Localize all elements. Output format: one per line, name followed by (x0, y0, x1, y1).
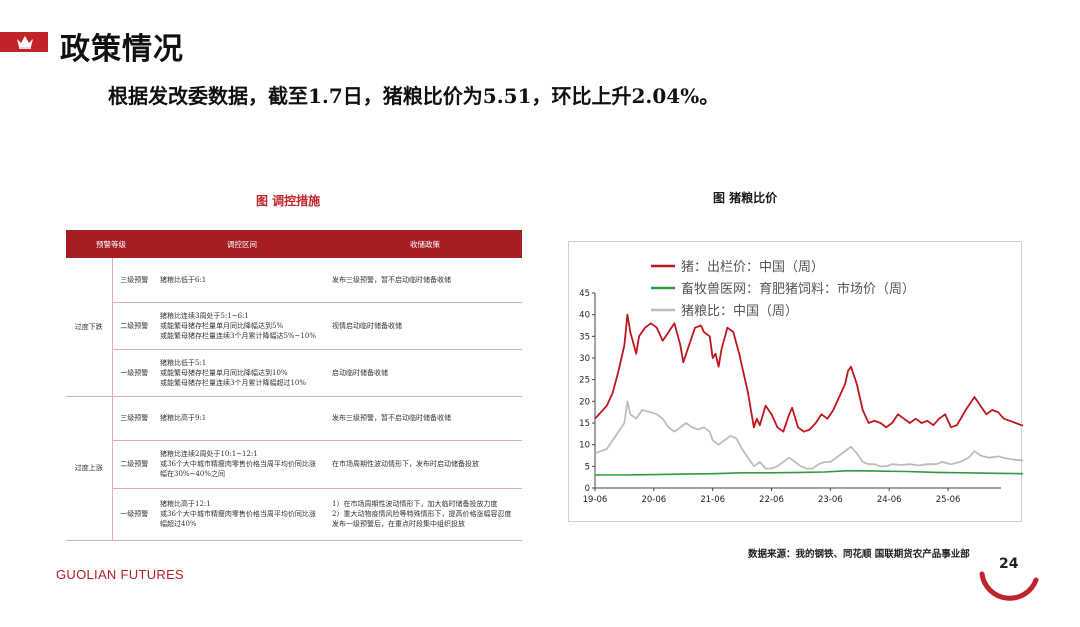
y-tick-label: 45 (579, 289, 590, 299)
table-row: 一级预警 猪粮比低于5:1 或能繁母猪存栏量单月同比降幅达到10% 或能繁母猪存栏量连… (66, 349, 522, 397)
level-cell: 三级预警 (112, 258, 156, 303)
company-logo: GUOLIAN FUTURES (56, 567, 185, 582)
range-cell: 猪粮比高于9:1 (156, 396, 328, 441)
series-line-2 (594, 400, 1023, 470)
header-level: 预警等级 (66, 230, 156, 258)
policy-cell: 发布三级预警，暂不启动临时储备收储 (328, 396, 522, 441)
table-body: 过度下跌 三级预警 猪粮比低于6:1 发布三级预警，暂不启动临时储备收储 二级预警 猪粮比… (66, 258, 522, 541)
y-tick-label: 15 (579, 419, 590, 429)
table-figure-title: 图 调控措施 (256, 194, 321, 208)
crown-icon (17, 36, 33, 49)
policy-cell: 启动临时储备收储 (328, 349, 522, 397)
x-tick-label: 22-06 (759, 495, 784, 505)
x-tick-label: 19-06 (583, 495, 608, 505)
table-row: 过度下跌 三级预警 猪粮比低于6:1 发布三级预警，暂不启动临时储备收储 (66, 258, 522, 397)
data-source: 数据来源：我的钢铁、同花顺 国联期货农产品事业部 (748, 549, 970, 560)
direction-cell: 过度下跌 (66, 258, 113, 397)
level-cell: 二级预警 (112, 440, 156, 489)
level-cell: 一级预警 (112, 488, 156, 541)
header-range: 调控区间 (156, 230, 328, 258)
header-badge (0, 32, 48, 52)
chart-svg: 0 5 10 15 20 25 30 35 40 45 19-06 20-06 21-06 22-06 23… (579, 260, 1023, 505)
page-number: 24 (999, 556, 1019, 572)
series-line-1 (595, 469, 1023, 476)
y-tick-label: 10 (579, 441, 590, 451)
range-cell: 猪粮比连续2周处于10:1~12:1 或36个大中城市精瘦肉零售价格当周平均价同比… (156, 440, 328, 489)
y-tick-label: 30 (579, 354, 590, 364)
range-cell: 猪粮比高于12:1 或36个大中城市精瘦肉零售价格当周平均价同比涨 幅超过40% (156, 488, 328, 541)
table-row: 过度上涨 三级预警 猪粮比高于9:1 发布三级预警，暂不启动临时储备收储 (66, 396, 522, 541)
table-row: 二级预警 猪粮比连续2周处于10:1~12:1 或36个大中城市精瘦肉零售价格当周平… (66, 440, 522, 489)
x-tick-label: 23-06 (818, 495, 843, 505)
series-line-0 (594, 313, 1023, 433)
level-cell: 三级预警 (112, 396, 156, 441)
header-policy: 收储政策 (328, 230, 522, 258)
legend-label-1: 畜牧兽医网：育肥猪饲料：市场价（周） (681, 281, 915, 297)
y-tick-label: 5 (585, 462, 590, 472)
level-cell: 二级预警 (112, 302, 156, 350)
policy-cell: 在市场周期性波动情形下，发布时启动储备投放 (328, 440, 522, 489)
x-tick-label: 24-06 (877, 495, 902, 505)
pig-grain-ratio-chart: 0 5 10 15 20 25 30 35 40 45 19-06 20-06 21-06 22-06 23… (568, 241, 1023, 522)
table-row: 一级预警 猪粮比高于12:1 或36个大中城市精瘦肉零售价格当周平均价同比涨 幅超过4… (66, 488, 522, 541)
legend-label-0: 猪：出栏价：中国（周） (681, 260, 824, 275)
range-cell: 猪粮比低于6:1 (156, 258, 328, 303)
x-tick-label: 25-06 (936, 495, 961, 505)
page-title: 政策情况 (60, 32, 184, 67)
legend-label-2: 猪粮比：中国（周） (681, 304, 798, 319)
range-cell: 猪粮比低于5:1 或能繁母猪存栏量单月同比降幅达到10% 或能繁母猪存栏量连续3个月… (156, 349, 328, 397)
policy-cell: 发布三级预警，暂不启动临时储备收储 (328, 258, 522, 303)
y-tick-label: 20 (579, 397, 590, 407)
y-tick-label: 25 (579, 376, 590, 386)
policy-cell: 视情启动临时储备收储 (328, 302, 522, 350)
level-cell: 一级预警 (112, 349, 156, 397)
page-corner-arc (979, 571, 1039, 601)
y-tick-label: 40 (579, 311, 590, 321)
policy-cell: 1）在市场周期性波动情形下，加大临时储备投放力度 2）重大动物疫情风险等特殊情形下… (328, 488, 522, 541)
range-cell: 猪粮比连续3周处于5:1~6:1 或能繁母猪存栏量单月同比降幅达到5% 或能繁母猪存… (156, 302, 328, 350)
y-tick-label: 0 (585, 484, 590, 494)
table-row: 二级预警 猪粮比连续3周处于5:1~6:1 或能繁母猪存栏量单月同比降幅达到5% 或能… (66, 302, 522, 350)
y-tick-label: 35 (579, 332, 590, 342)
chart-figure-title: 图 猪粮比价 (713, 191, 778, 205)
policy-table: 预警等级 调控区间 收储政策 过度下跌 三级预警 猪粮比低于6:1 发布三级预警，暂不… (66, 230, 522, 541)
x-tick-label: 21-06 (700, 495, 725, 505)
table-header-row: 预警等级 调控区间 收储政策 (66, 230, 522, 258)
direction-cell: 过度上涨 (66, 396, 113, 541)
x-tick-label: 20-06 (641, 495, 666, 505)
summary-text: 根据发改委数据，截至1.7日，猪粮比价为5.51，环比上升2.04%。 (108, 84, 720, 108)
slide-header: 政策情况 (0, 24, 400, 67)
